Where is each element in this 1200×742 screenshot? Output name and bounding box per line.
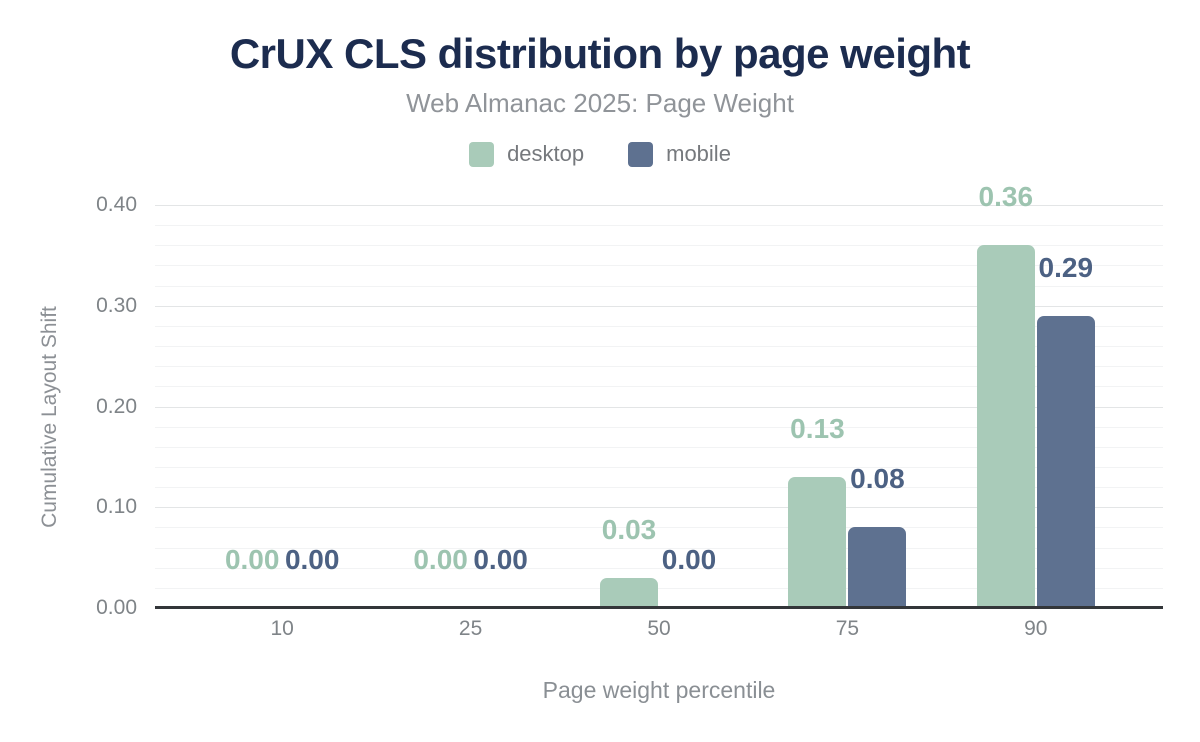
x-tick-label: 25 (458, 617, 483, 640)
x-tick-label: 75 (835, 617, 860, 640)
minor-gridline (155, 527, 1163, 529)
legend-label-desktop: desktop (507, 141, 585, 166)
minor-gridline (155, 346, 1163, 348)
minor-gridline (155, 386, 1163, 388)
minor-gridline (155, 466, 1163, 468)
chart-title: CrUX CLS distribution by page weight (229, 30, 971, 77)
minor-gridline (155, 225, 1163, 227)
bar-desktop-p75 (788, 477, 847, 608)
y-tick-label: 0.20 (96, 394, 137, 418)
plot-area: 0.00 0.00 0.00 0.00 0.03 0.00 0.13 0.08 0.36 0.29 (155, 183, 1163, 609)
chart-subtitle: Web Almanac 2025: Page Weight (406, 88, 794, 118)
bar-mobile-p75 (848, 527, 907, 608)
y-tick-label: 0.10 (96, 495, 137, 519)
minor-gridline (155, 587, 1163, 589)
value-label-desktop-p75: 0.13 (790, 413, 845, 445)
major-gridline (155, 205, 1163, 206)
bar-mobile-p90 (1036, 315, 1095, 608)
legend-item-desktop[interactable]: desktop (469, 141, 584, 167)
y-tick-label: 0.40 (96, 193, 137, 216)
minor-gridline (155, 245, 1163, 247)
minor-gridline (155, 325, 1163, 327)
bar-desktop-p50 (600, 577, 658, 608)
value-label-mobile-p75: 0.08 (850, 463, 905, 495)
legend-item-mobile[interactable]: mobile (628, 141, 731, 167)
major-gridline (155, 305, 1163, 307)
desktop-swatch-icon (469, 141, 495, 167)
mobile-swatch-icon (628, 141, 654, 167)
value-label-desktop-p10: 0.00 (224, 544, 280, 575)
minor-gridline (155, 426, 1163, 428)
value-label-desktop-p50: 0.03 (601, 513, 657, 545)
bar-desktop-p90 (976, 245, 1035, 608)
value-label-desktop-p25: 0.00 (413, 544, 468, 575)
minor-gridline (155, 285, 1163, 287)
y-tick-label: 0.00 (96, 596, 137, 619)
value-label-mobile-p25: 0.00 (473, 544, 528, 575)
minor-gridline (155, 487, 1163, 489)
y-tick-label: 0.30 (96, 293, 137, 317)
minor-gridline (155, 567, 1163, 569)
major-gridline (155, 406, 1163, 408)
minor-gridline (155, 366, 1163, 368)
x-axis-line (155, 606, 1163, 609)
value-label-mobile-p90: 0.29 (1038, 251, 1094, 283)
legend: desktop mobile (0, 141, 1200, 167)
minor-gridline (155, 547, 1163, 549)
x-tick-label: 10 (270, 617, 294, 640)
legend-label-mobile: mobile (666, 141, 731, 166)
value-label-desktop-p90: 0.36 (978, 181, 1034, 213)
x-axis-title: Page weight percentile (542, 677, 776, 703)
major-gridline (155, 507, 1163, 509)
minor-gridline (155, 265, 1163, 267)
value-label-mobile-p10: 0.00 (284, 544, 340, 575)
value-label-mobile-p50: 0.00 (661, 544, 717, 575)
x-tick-label: 50 (647, 617, 671, 640)
minor-gridline (155, 446, 1163, 448)
x-tick-label: 90 (1024, 617, 1048, 640)
